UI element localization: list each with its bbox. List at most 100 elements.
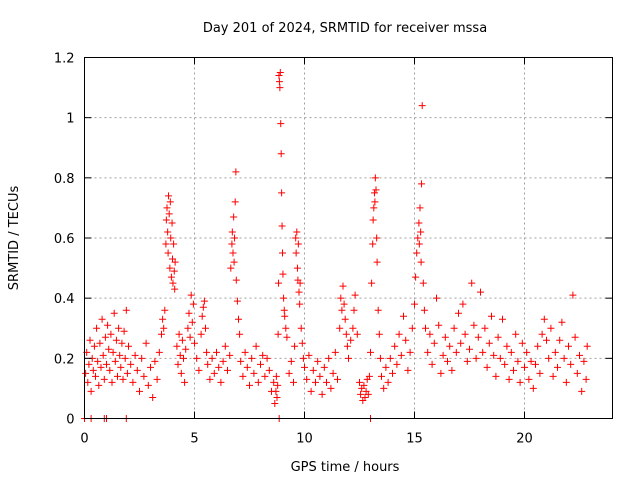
data-point [536,369,544,377]
y-tick-label: 0 [66,413,74,428]
data-point [573,369,581,377]
data-point [95,381,103,389]
data-point [112,336,120,344]
data-point [237,357,245,365]
data-point [228,228,236,236]
data-point [402,336,410,344]
data-point [341,315,349,323]
data-point [370,204,378,212]
x-axis-label: GPS time / hours [291,460,400,475]
data-point [297,324,305,332]
data-point [273,393,281,401]
data-point [372,186,380,194]
axis-ticks: 0 0.2 0.4 0.6 0.8 1 1.2 0 5 10 15 20 [54,52,613,447]
data-point [204,360,212,368]
data-point [369,216,377,224]
data-point [295,288,303,296]
data-point [125,342,132,350]
data-point [169,279,177,287]
data-point [274,381,282,389]
data-point [357,390,365,398]
data-point [532,360,539,368]
data-point [165,210,173,218]
data-point [562,378,570,386]
data-point [206,375,214,383]
data-point [233,297,241,305]
data-point [411,300,418,308]
x-tick-label: 15 [406,432,423,447]
data-point [571,333,579,341]
data-point [175,330,183,338]
data-point [347,336,355,344]
data-point [292,249,300,257]
data-point [350,306,358,314]
data-point [292,234,300,242]
y-axis-label: SRMTID / TECUs [7,186,22,291]
data-point [278,222,286,230]
data-point [470,321,478,329]
data-point [219,357,227,365]
x-tick-label: 5 [190,432,198,447]
data-point [293,264,301,272]
data-point [92,372,99,380]
data-point [514,357,522,365]
data-point [523,348,531,356]
data-point [166,264,174,272]
data-point [232,276,240,284]
data-point [198,312,206,320]
data-point [538,330,546,338]
data-point [86,336,94,344]
data-point [160,324,168,332]
data-point [474,333,482,341]
data-point [200,297,208,305]
data-point [510,366,517,374]
data-point [444,357,451,365]
data-point [488,312,495,320]
data-point [422,324,429,332]
data-point [353,330,361,338]
data-point [189,300,197,308]
data-point [195,366,203,374]
data-point [151,357,159,365]
data-point [97,363,105,371]
data-point [114,372,121,380]
data-point [263,354,271,362]
data-point [116,351,124,359]
data-point [367,348,374,356]
data-point [243,363,251,371]
data-point [280,306,288,314]
data-point [276,84,284,92]
data-point [173,342,181,350]
data-point [323,378,330,386]
data-point [364,390,372,398]
data-point [90,342,98,350]
data-point [416,204,424,212]
data-point [418,180,426,188]
data-point [278,189,286,197]
data-point [496,354,504,362]
data-point [164,249,172,257]
data-point [282,324,290,332]
data-point [483,363,491,371]
data-point [217,378,225,386]
data-point [393,360,401,368]
data-point [582,375,590,383]
data-point [331,348,339,356]
data-point [370,189,378,197]
data-point [312,378,319,386]
data-point [115,324,123,332]
data-point [303,375,311,383]
data-point [459,300,467,308]
data-point [121,354,129,362]
data-point [296,300,304,308]
data-point [419,279,427,287]
data-point [142,339,150,347]
data-point [272,372,280,380]
data-point [485,339,493,347]
data-point [182,345,190,353]
data-point [316,372,324,380]
data-point [85,360,93,368]
data-point [180,354,187,362]
y-tick-label: 0.4 [54,292,75,307]
data-point [224,366,231,374]
